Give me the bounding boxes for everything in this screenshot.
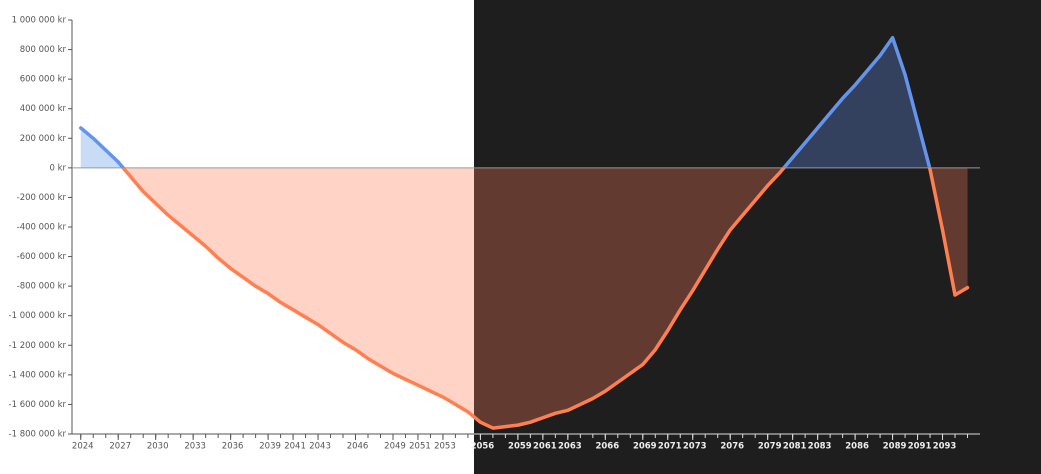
y-tick-label: 400 000 kr	[20, 104, 67, 114]
x-tick-label: 2066	[595, 442, 619, 452]
x-tick-label: 2036	[222, 442, 244, 452]
y-tick-label: -400 000 kr	[17, 223, 67, 233]
x-tick-label: 2081	[783, 442, 807, 452]
x-tick-label: 2056	[471, 442, 495, 452]
x-tick-label: 2063	[558, 442, 582, 452]
x-tick-label: 2027	[109, 442, 131, 452]
y-tick-label: -800 000 kr	[17, 282, 67, 292]
x-tick-label: 2091	[908, 442, 932, 452]
x-tick-label: 2076	[720, 442, 744, 452]
y-tick-label: 600 000 kr	[20, 75, 67, 85]
area-fill	[80, 127, 474, 417]
x-tick-label: 2079	[758, 442, 782, 452]
y-tick-label: -1 600 000 kr	[9, 400, 67, 410]
y-tick-label: 200 000 kr	[20, 134, 67, 144]
x-tick-label: 2069	[633, 442, 657, 452]
x-tick-label: 2039	[259, 442, 281, 452]
x-tick-label: 2051	[409, 442, 431, 452]
x-tick-label: 2046	[347, 442, 369, 452]
y-tick-label: -200 000 kr	[17, 193, 67, 203]
x-tick-label: 2059	[508, 442, 532, 452]
x-tick-label: 2024	[72, 442, 94, 452]
x-tick-label: 2071	[658, 442, 682, 452]
balance-line	[78, 35, 970, 430]
y-tick-label: -600 000 kr	[17, 252, 67, 262]
y-tick-label: 0 kr	[49, 163, 66, 173]
x-tick-label: 2030	[147, 442, 169, 452]
y-tick-label: -1 000 000 kr	[9, 311, 67, 321]
y-tick-label: -1 200 000 kr	[9, 341, 67, 351]
x-tick-label: 2041	[284, 442, 306, 452]
x-tick-label: 2086	[845, 442, 869, 452]
x-tick-label: 2093	[933, 442, 957, 452]
y-tick-label: -1 800 000 kr	[9, 430, 67, 440]
x-tick-label: 2049	[384, 442, 406, 452]
x-tick-label: 2053	[434, 442, 456, 452]
y-tick-label: 800 000 kr	[20, 45, 67, 55]
x-tick-label: 2033	[184, 442, 206, 452]
x-tick-label: 2043	[309, 442, 331, 452]
y-tick-label: 1 000 000 kr	[12, 16, 67, 26]
x-tick-label: 2089	[883, 442, 907, 452]
y-tick-label: -1 400 000 kr	[9, 370, 67, 380]
x-tick-label: 2073	[683, 442, 707, 452]
x-tick-label: 2061	[533, 442, 557, 452]
x-tick-label: 2083	[808, 442, 832, 452]
area-fill	[474, 37, 968, 429]
